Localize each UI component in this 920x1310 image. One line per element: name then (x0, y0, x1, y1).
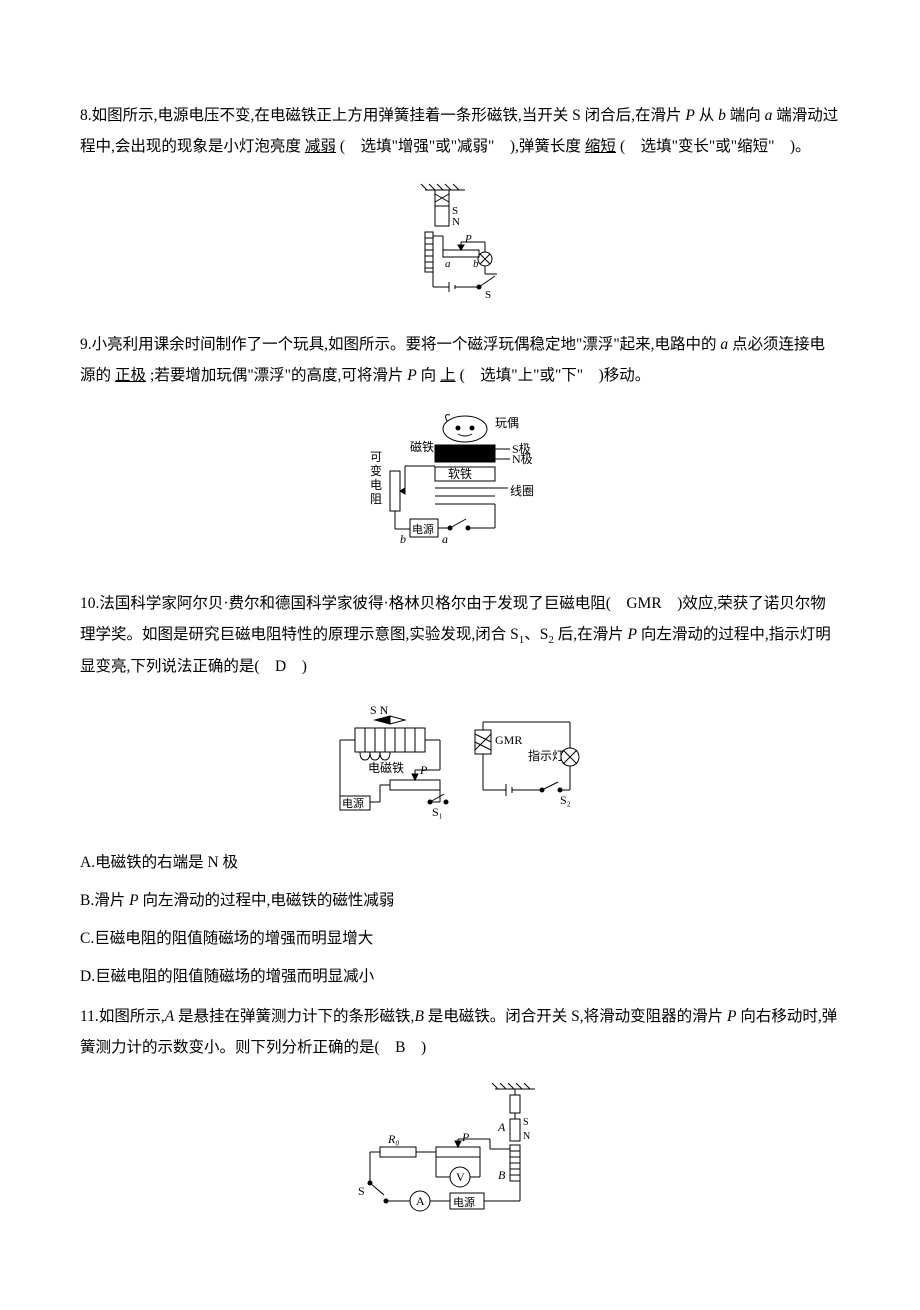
q9-fig-src: 电源 (412, 522, 434, 536)
q10-optA: A.电磁铁的右端是 N 极 (80, 849, 840, 877)
q9-num: 9. (80, 336, 92, 353)
question-11: 11.如图所示,A 是悬挂在弹簧测力计下的条形磁铁,B 是电磁铁。闭合开关 S,… (80, 1001, 840, 1063)
q8-ans2: 缩短 (581, 138, 620, 155)
q8-fig-N: N (452, 216, 460, 228)
q9-text-a: 小亮利用课余时间制作了一个玩具,如图所示。要将一个磁浮玩偶稳定地"漂浮"起来,电… (92, 336, 721, 353)
q11-fig-AN: N (523, 1131, 530, 1142)
q11-fig-S: S (358, 1184, 365, 1198)
q11-text-b: 是悬挂在弹簧测力计下的条形磁铁, (174, 1008, 414, 1025)
q8-fig-P: P (464, 233, 472, 245)
q9-text-d: 向 (417, 367, 436, 384)
q11-fig-V: V (456, 1170, 465, 1184)
q8-num: 8. (80, 107, 92, 124)
q10-fig-sn: S N (370, 703, 389, 717)
q10-fig-em: 电磁铁 (368, 760, 404, 775)
q10-optB-a: B.滑片 (80, 892, 129, 909)
q8-text-c: 端向 (726, 107, 765, 124)
q10-optD: D.巨磁电阻的阻值随磁场的增强而明显减小 (80, 963, 840, 991)
q11-fig-src: 电源 (453, 1195, 475, 1209)
q8-fig-a: a (445, 258, 451, 270)
q10-optB-b: 向左滑动的过程中,电磁铁的磁性减弱 (139, 892, 395, 909)
q8-text-b: 从 (695, 107, 718, 124)
q11-text-c: 是电磁铁。闭合开关 S,将滑动变阻器的滑片 (424, 1008, 727, 1025)
q10-optB-p: P (129, 892, 138, 909)
q8-text-a: 如图所示,电源电压不变,在电磁铁正上方用弹簧挂着一条形磁铁,当开关 S 闭合后,… (92, 107, 686, 124)
q9-fig-b: b (400, 532, 406, 546)
q11-B: B (414, 1008, 423, 1025)
q10-fig-s1: S₁ (432, 805, 443, 819)
q8-text-f: ( 选填"变长"或"缩短" )。 (620, 138, 811, 155)
q10-fig-gmr: GMR (495, 733, 522, 747)
page: 8.如图所示,电源电压不变,在电磁铁正上方用弹簧挂着一条形磁铁,当开关 S 闭合… (0, 0, 920, 1310)
q11-fig-B: B (498, 1168, 506, 1182)
q10-fig-lamp: 指示灯 (528, 748, 564, 763)
q9-ans2: 上 (436, 367, 460, 384)
q9-fig-var: 可变电阻 (370, 450, 382, 506)
q9-p: P (407, 367, 416, 384)
q8-text-e: ( 选填"增强"或"减弱" ),弹簧长度 (340, 138, 581, 155)
q9-fig-mag: 磁铁 (410, 439, 434, 454)
q9-text-e: ( 选填"上"或"下" )移动。 (460, 367, 651, 384)
q11-P: P (727, 1008, 736, 1025)
q10-optC: C.巨磁电阻的阻值随磁场的增强而明显增大 (80, 925, 840, 953)
q9-fig-coil: 线圈 (510, 484, 534, 498)
q10-optB: B.滑片 P 向左滑动的过程中,电磁铁的磁性减弱 (80, 887, 840, 915)
q9-text-c: ;若要增加玩偶"漂浮"的高度,可将滑片 (150, 367, 407, 384)
q10-fig-src: 电源 (342, 796, 364, 810)
q8-ans1: 减弱 (301, 138, 340, 155)
q10-text-b: 、S (524, 626, 548, 643)
question-10: 10.法国科学家阿尔贝·费尔和德国科学家彼得·格林贝格尔由于发现了巨磁电阻( G… (80, 588, 840, 682)
question-9: 9.小亮利用课余时间制作了一个玩具,如图所示。要将一个磁浮玩偶稳定地"漂浮"起来… (80, 329, 840, 391)
q8-b: b (718, 107, 726, 124)
q9-fig-soft: 软铁 (448, 467, 472, 481)
q11-fig-P: P (461, 1130, 470, 1144)
q10-p: P (628, 626, 637, 643)
q10-text-c: 后,在滑片 (554, 626, 628, 643)
q11-num: 11. (80, 1008, 99, 1025)
q9-fig-toy: 玩偶 (495, 416, 519, 430)
q11-fig-AS: S (523, 1117, 529, 1128)
q11-fig-R0: R₀ (387, 1132, 400, 1146)
q11-fig-A: A (497, 1120, 506, 1134)
q8-P: P (685, 107, 694, 124)
q11-text-a: 如图所示, (99, 1008, 165, 1025)
q9-ans1: 正极 (111, 367, 150, 384)
q10-figure: S N 电磁铁 P 电源 (80, 702, 840, 827)
q10-fig-s2: S₂ (560, 793, 571, 807)
q9-figure: 玩偶 磁铁 S极 N极 软铁 线圈 可变电阻 (80, 411, 840, 566)
q8-fig-S2: S (485, 289, 491, 301)
q8-figure: S N P a b (80, 182, 840, 307)
q11-fig-Amm: A (416, 1194, 425, 1208)
q11-A: A (165, 1008, 174, 1025)
q9-fig-n: N极 (512, 452, 533, 466)
question-8: 8.如图所示,电源电压不变,在电磁铁正上方用弹簧挂着一条形磁铁,当开关 S 闭合… (80, 100, 840, 162)
q9-a: a (720, 336, 728, 353)
q10-num: 10. (80, 595, 99, 612)
q9-fig-a: a (442, 532, 448, 546)
q11-figure: A S N B R₀ P V (80, 1083, 840, 1228)
